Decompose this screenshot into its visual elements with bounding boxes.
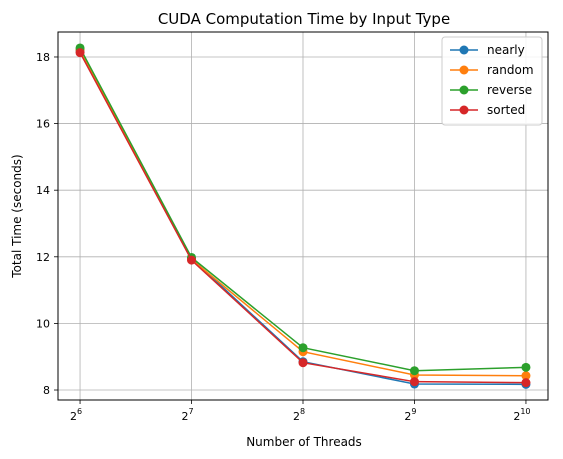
data-point-sorted	[521, 378, 531, 388]
data-point-sorted	[75, 48, 85, 58]
x-tick-base: 2	[181, 410, 188, 423]
x-tick-label: 29	[404, 407, 416, 423]
legend-swatch-marker	[459, 85, 469, 95]
y-tick-label: 14	[36, 184, 50, 197]
legend-label: sorted	[487, 103, 525, 117]
x-tick-exponent: 10	[520, 407, 530, 416]
x-tick-exponent: 9	[411, 407, 416, 416]
data-point-sorted	[187, 255, 197, 265]
x-tick-exponent: 8	[300, 407, 305, 416]
legend-box	[441, 36, 543, 126]
legend-item-random: random	[450, 63, 534, 77]
x-tick-exponent: 7	[188, 407, 193, 416]
legend-item-reverse: reverse	[450, 83, 532, 97]
x-tick-label: 210	[513, 407, 530, 423]
y-tick-label: 12	[36, 251, 50, 264]
x-axis-ticks: 26 27 28 29 210	[70, 400, 531, 423]
legend-item-nearly: nearly	[450, 43, 525, 57]
x-tick-exponent: 6	[77, 407, 82, 416]
legend-label: reverse	[487, 83, 532, 97]
y-tick-label: 16	[36, 118, 50, 131]
x-tick-base: 2	[513, 410, 520, 423]
legend: nearly random reverse sorted	[441, 36, 543, 126]
x-tick-base: 2	[293, 410, 300, 423]
data-point-reverse	[409, 366, 419, 376]
data-point-random	[521, 371, 531, 381]
series-group	[75, 43, 531, 389]
x-tick-base: 2	[404, 410, 411, 423]
legend-label: nearly	[487, 43, 525, 57]
y-tick-label: 18	[36, 51, 50, 64]
y-axis-ticks: 8 10 12 14 16 18	[36, 51, 58, 397]
legend-swatch-marker	[459, 45, 469, 55]
chart-title: CUDA Computation Time by Input Type	[158, 10, 450, 28]
data-point-reverse	[521, 362, 531, 372]
x-axis-label: Number of Threads	[246, 435, 362, 449]
x-tick-base: 2	[70, 410, 77, 423]
y-tick-label: 10	[36, 317, 50, 330]
series-sorted	[75, 48, 531, 388]
data-point-sorted	[409, 377, 419, 387]
legend-label: random	[487, 63, 534, 77]
legend-swatch-marker	[459, 105, 469, 115]
y-axis-label: Total Time (seconds)	[10, 154, 24, 278]
x-tick-label: 27	[181, 407, 193, 423]
x-tick-label: 28	[293, 407, 305, 423]
data-point-reverse	[298, 343, 308, 353]
data-point-sorted	[298, 358, 308, 368]
legend-item-sorted: sorted	[450, 103, 525, 117]
x-tick-label: 26	[70, 407, 82, 423]
y-tick-label: 8	[43, 384, 50, 397]
legend-swatch-marker	[459, 65, 469, 75]
